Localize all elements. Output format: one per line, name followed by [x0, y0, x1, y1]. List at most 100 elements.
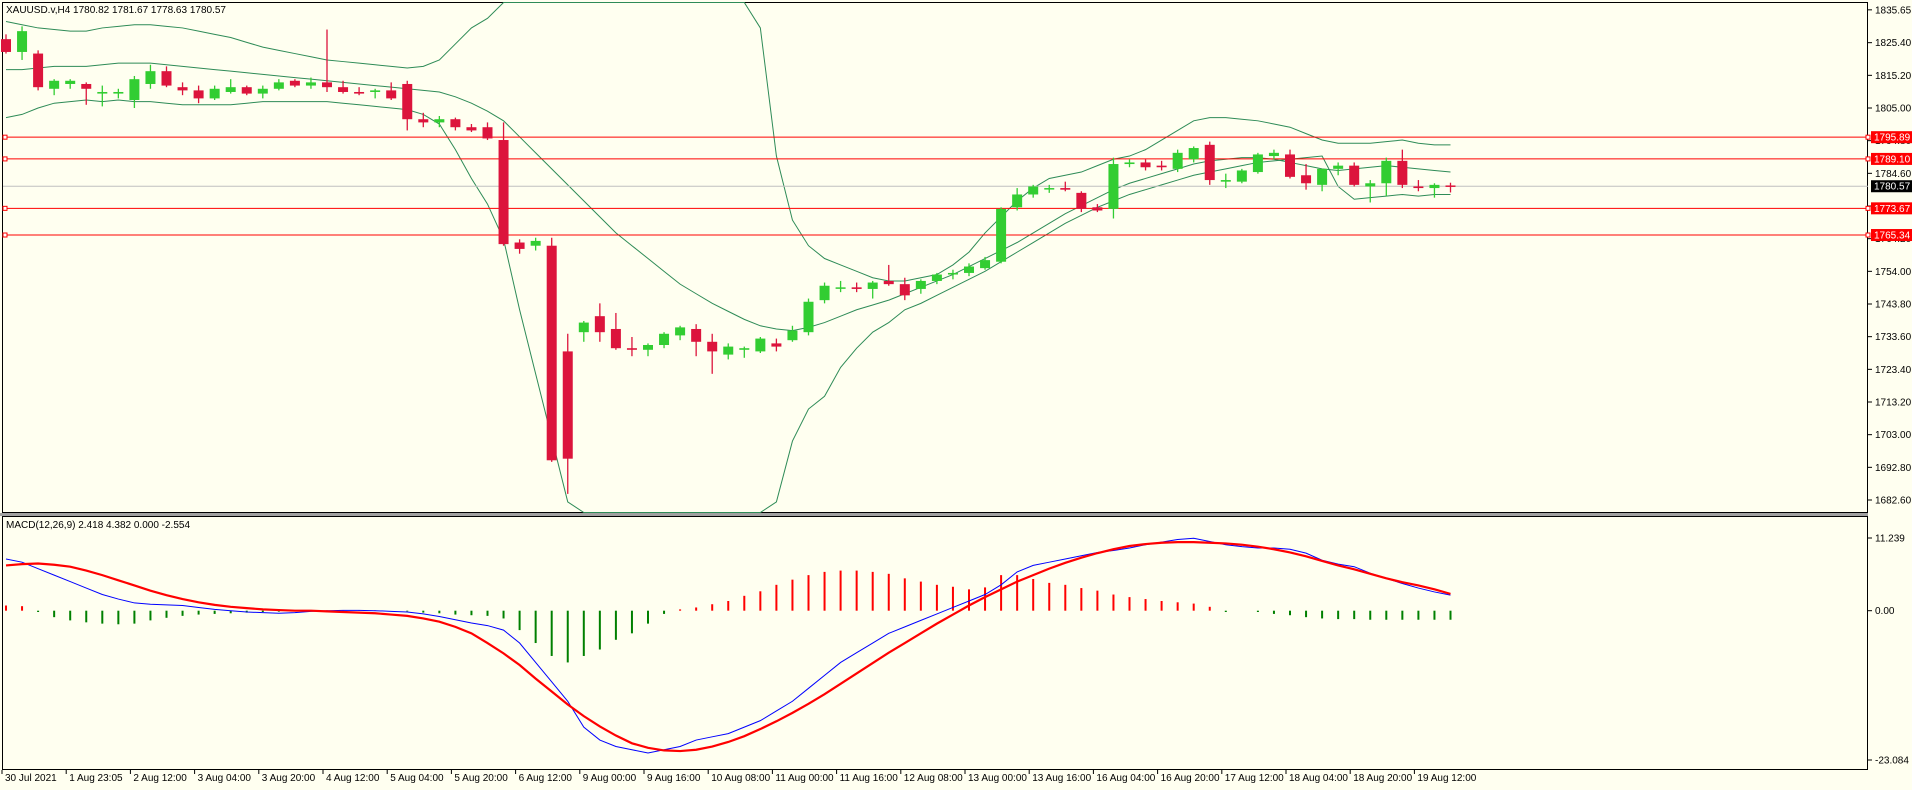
price-tick-label: 1703.00 [1875, 430, 1912, 441]
candle-body [675, 327, 686, 336]
candle-body [498, 140, 509, 245]
candle-body [1445, 185, 1456, 187]
candle-body [257, 88, 268, 94]
macd-axis: 11.239 0.00 -23.084 [1868, 534, 1909, 767]
time-tick-label: 18 Aug 20:00 [1353, 773, 1412, 784]
level-price-tag [1871, 152, 1912, 165]
price-tick-label: 1733.60 [1875, 332, 1912, 343]
macd-line [5, 537, 1451, 754]
candle-body [1204, 144, 1215, 181]
time-tick-label: 2 Aug 12:00 [133, 773, 187, 784]
candle-body [1333, 165, 1344, 169]
level-anchor[interactable] [1865, 205, 1871, 211]
candle-body [707, 341, 718, 352]
price-tick-label: 1743.80 [1875, 300, 1912, 311]
price-tick-label: 1754.00 [1875, 267, 1912, 278]
macd-tick-label: -23.084 [1875, 756, 1909, 767]
time-tick-label: 18 Aug 04:00 [1289, 773, 1348, 784]
candle-body [1349, 165, 1360, 185]
price-tick-label: 1682.60 [1875, 496, 1912, 507]
horizontal-levels[interactable]: 1795.89 1789.10 1773.67 1765.34 1780.57 [2, 131, 1912, 242]
level-anchor[interactable] [1865, 156, 1871, 162]
candle-body [1317, 168, 1328, 185]
candle-body [1140, 162, 1151, 168]
level-anchor[interactable] [2, 134, 8, 140]
macd-header: MACD(12,26,9) 2.418 4.382 0.000 -2.554 [6, 520, 190, 531]
candle-body [1220, 180, 1231, 182]
level-anchor[interactable] [2, 205, 8, 211]
candle-body [1076, 192, 1087, 209]
candle-body [594, 316, 605, 333]
candle-body [803, 301, 814, 333]
time-tick-label: 13 Aug 00:00 [968, 773, 1027, 784]
candle-body [450, 119, 461, 128]
candle-body [49, 80, 60, 89]
candle-body [899, 284, 910, 296]
candle-body [755, 338, 766, 352]
candle-body [322, 82, 332, 88]
candle-body [947, 272, 958, 275]
macd-histogram [5, 570, 1452, 663]
price-pane-frame [2, 2, 1868, 513]
candle-body [851, 287, 862, 289]
price-tick-label: 1784.60 [1875, 169, 1912, 180]
candle-body [546, 245, 557, 461]
candle-body [643, 344, 653, 350]
candle-body [145, 71, 156, 84]
time-tick-label: 6 Aug 12:00 [519, 773, 573, 784]
candle-body [289, 80, 300, 86]
candle-body [1012, 194, 1023, 208]
candle-body [931, 274, 942, 281]
candle-body [723, 346, 734, 355]
price-tick-label: 1713.20 [1875, 398, 1912, 409]
candle-body [867, 282, 878, 289]
time-tick-label: 9 Aug 16:00 [647, 773, 701, 784]
price-tick-label: 1805.00 [1875, 104, 1912, 115]
level-price-tag [1871, 202, 1912, 215]
candle-body [980, 260, 991, 269]
candle-body [1124, 162, 1135, 165]
level-anchor[interactable] [1865, 232, 1871, 238]
macd-signal-line [5, 541, 1451, 753]
candle-body [434, 119, 445, 123]
candle-body [209, 88, 220, 99]
time-tick-label: 3 Aug 20:00 [262, 773, 316, 784]
candle-body [626, 348, 637, 350]
candle-body [1429, 184, 1440, 189]
time-tick-label: 1 Aug 23:05 [69, 773, 123, 784]
candle-body [193, 90, 204, 99]
candle-body [177, 87, 188, 91]
time-tick-label: 16 Aug 20:00 [1161, 773, 1220, 784]
candle-body [1172, 152, 1183, 169]
macd-lines [5, 537, 1451, 754]
level-anchor[interactable] [2, 232, 8, 238]
candle-body [514, 242, 525, 249]
current-price-tag [1871, 180, 1912, 193]
time-tick-label: 3 Aug 04:00 [198, 773, 252, 784]
candle-body [530, 240, 541, 246]
candle-body [1413, 186, 1424, 189]
symbol-header: XAUUSD.v,H4 1780.82 1781.67 1778.63 1780… [6, 5, 226, 16]
level-anchor[interactable] [1865, 134, 1871, 140]
level-price-label: 1773.67 [1874, 204, 1911, 215]
candle-body [33, 53, 44, 88]
candle-body [65, 80, 76, 84]
candle-body [241, 87, 252, 94]
candle-body [1268, 152, 1279, 157]
level-price-label: 1795.89 [1874, 133, 1911, 144]
candle-body [97, 91, 108, 94]
candle-body [1044, 188, 1055, 190]
pane-separator[interactable] [0, 513, 1868, 516]
time-tick-label: 10 Aug 08:00 [711, 773, 770, 784]
macd-tick-label: 0.00 [1875, 606, 1895, 617]
candle-body [129, 79, 140, 100]
candle-body [338, 87, 349, 92]
candle-body [819, 285, 830, 301]
level-anchor[interactable] [2, 156, 8, 162]
candle-body [1365, 183, 1376, 187]
time-tick-label: 19 Aug 12:00 [1417, 773, 1476, 784]
candle-body [17, 31, 28, 52]
candle-body [1, 39, 11, 52]
